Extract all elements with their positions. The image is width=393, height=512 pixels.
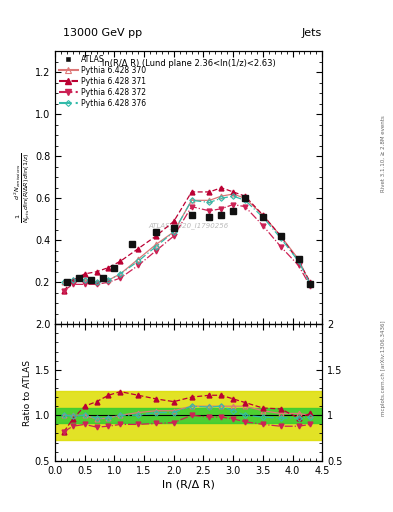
Legend: ATLAS, Pythia 6.428 370, Pythia 6.428 371, Pythia 6.428 372, Pythia 6.428 376: ATLAS, Pythia 6.428 370, Pythia 6.428 37… [57, 53, 148, 109]
Y-axis label: Ratio to ATLAS: Ratio to ATLAS [23, 359, 32, 425]
Text: Rivet 3.1.10, ≥ 2.8M events: Rivet 3.1.10, ≥ 2.8M events [381, 115, 386, 192]
X-axis label: ln (R/Δ R): ln (R/Δ R) [162, 480, 215, 490]
Text: Jets: Jets [302, 28, 322, 38]
Text: 13000 GeV pp: 13000 GeV pp [63, 28, 142, 38]
Text: ln(R/Δ R) (Lund plane 2.36<ln(1/z)<2.63): ln(R/Δ R) (Lund plane 2.36<ln(1/z)<2.63) [102, 59, 275, 69]
Text: mcplots.cern.ch [arXiv:1306.3436]: mcplots.cern.ch [arXiv:1306.3436] [381, 321, 386, 416]
Y-axis label: $\frac{1}{N_{jets}}\frac{d^2 N_{emissions}}{d\ln(R/\Delta R)\,d\ln(1/z)}$: $\frac{1}{N_{jets}}\frac{d^2 N_{emission… [13, 152, 33, 223]
Text: ATLAS_2020_I1790256: ATLAS_2020_I1790256 [149, 223, 229, 229]
